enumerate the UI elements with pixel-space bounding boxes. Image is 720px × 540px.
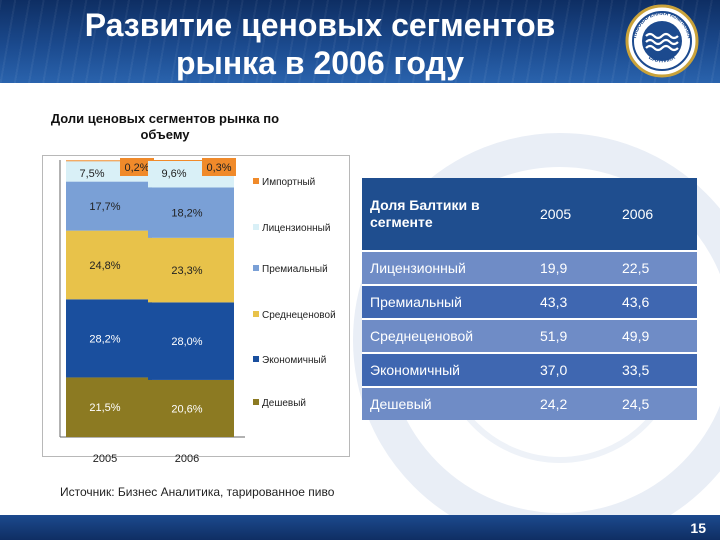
table-cell-2006: 22,5 xyxy=(614,250,697,284)
bar-segment xyxy=(66,299,152,378)
data-label: 18,2% xyxy=(171,208,202,220)
table-cell-2006: 33,5 xyxy=(614,352,697,386)
table-row: Среднеценовой 51,9 49,9 xyxy=(362,318,697,352)
bar-segment xyxy=(148,302,234,380)
table-row: Дешевый 24,2 24,5 xyxy=(362,386,697,420)
header-band xyxy=(0,0,720,83)
data-label: 0,2% xyxy=(124,162,149,174)
table-cell-2005: 24,2 xyxy=(532,386,614,420)
legend-label: Импортный xyxy=(262,177,315,188)
table-row: Лицензионный 19,9 22,5 xyxy=(362,250,697,284)
page-title: Развитие ценовых сегментов рынка в 2006 … xyxy=(84,7,556,81)
logo-text-bottom: БАЛТИКА xyxy=(647,54,677,64)
table-header-segment: Доля Балтики в сегменте xyxy=(362,178,532,250)
table-cell-segment: Премиальный xyxy=(362,284,532,318)
data-label: 28,2% xyxy=(89,333,120,345)
header-pattern xyxy=(0,0,720,83)
data-label: 17,7% xyxy=(89,201,120,213)
legend-label: Среднеценовой xyxy=(262,310,336,321)
legend-swatch xyxy=(253,265,259,271)
legend-label: Дешевый xyxy=(262,398,306,409)
bar-segment xyxy=(66,181,152,231)
data-label: 28,0% xyxy=(171,336,202,348)
data-label: 0,3% xyxy=(206,162,231,174)
table-cell-2005: 19,9 xyxy=(532,250,614,284)
legend-label: Премиальный xyxy=(262,264,328,275)
baltika-logo: ПИВОВАРЕННАЯ КОМПАНИЯ БАЛТИКА xyxy=(625,4,699,78)
data-label: 20,6% xyxy=(171,403,202,415)
data-label: 23,3% xyxy=(171,265,202,277)
bar-segment xyxy=(66,230,152,300)
x-tick-label: 2005 xyxy=(93,453,117,465)
x-tick-label: 2006 xyxy=(175,453,199,465)
import-label-box xyxy=(120,158,154,176)
table-row: Премиальный 43,3 43,6 xyxy=(362,284,697,318)
share-table: Доля Балтики в сегменте 2005 2006 Лиценз… xyxy=(362,178,697,420)
legend-swatch xyxy=(253,311,259,317)
bar-segment xyxy=(66,160,152,162)
page-number: 15 xyxy=(690,520,706,536)
legend-swatch xyxy=(253,356,259,362)
table-cell-segment: Экономичный xyxy=(362,352,532,386)
table-cell-segment: Среднеценовой xyxy=(362,318,532,352)
table-header-2006: 2006 xyxy=(614,178,697,250)
data-label: 21,5% xyxy=(89,402,120,414)
source-note: Источник: Бизнес Аналитика, тарированное… xyxy=(60,485,335,499)
table-header-2005: 2005 xyxy=(532,178,614,250)
table-cell-2006: 24,5 xyxy=(614,386,697,420)
data-label: 7,5% xyxy=(79,168,104,180)
svg-text:БАЛТИКА: БАЛТИКА xyxy=(647,54,677,64)
legend-swatch xyxy=(253,224,259,230)
table-cell-segment: Дешевый xyxy=(362,386,532,420)
table-cell-2005: 37,0 xyxy=(532,352,614,386)
table-cell-2005: 43,3 xyxy=(532,284,614,318)
import-label-box xyxy=(202,158,236,176)
bar-segment xyxy=(148,187,234,238)
table-cell-2006: 43,6 xyxy=(614,284,697,318)
bar-segment xyxy=(148,237,234,303)
data-label: 9,6% xyxy=(161,168,186,180)
legend-label: Лицензионный xyxy=(262,223,330,234)
bar-segment xyxy=(148,160,234,161)
data-label: 24,8% xyxy=(89,260,120,272)
table-cell-segment: Лицензионный xyxy=(362,250,532,284)
legend-swatch xyxy=(253,399,259,405)
table-row: Экономичный 37,0 33,5 xyxy=(362,352,697,386)
legend-label: Экономичный xyxy=(262,355,326,366)
bar-segment xyxy=(66,377,152,437)
bar-segment xyxy=(148,379,234,437)
table-cell-2006: 49,9 xyxy=(614,318,697,352)
legend-swatch xyxy=(253,178,259,184)
table-header-row: Доля Балтики в сегменте 2005 2006 xyxy=(362,178,697,250)
chart-title: Доли ценовых сегментов рынка по объему xyxy=(50,111,280,142)
footer-band xyxy=(0,515,720,540)
baltika-share-table: Доля Балтики в сегменте 2005 2006 Лиценз… xyxy=(362,178,697,420)
table-cell-2005: 51,9 xyxy=(532,318,614,352)
